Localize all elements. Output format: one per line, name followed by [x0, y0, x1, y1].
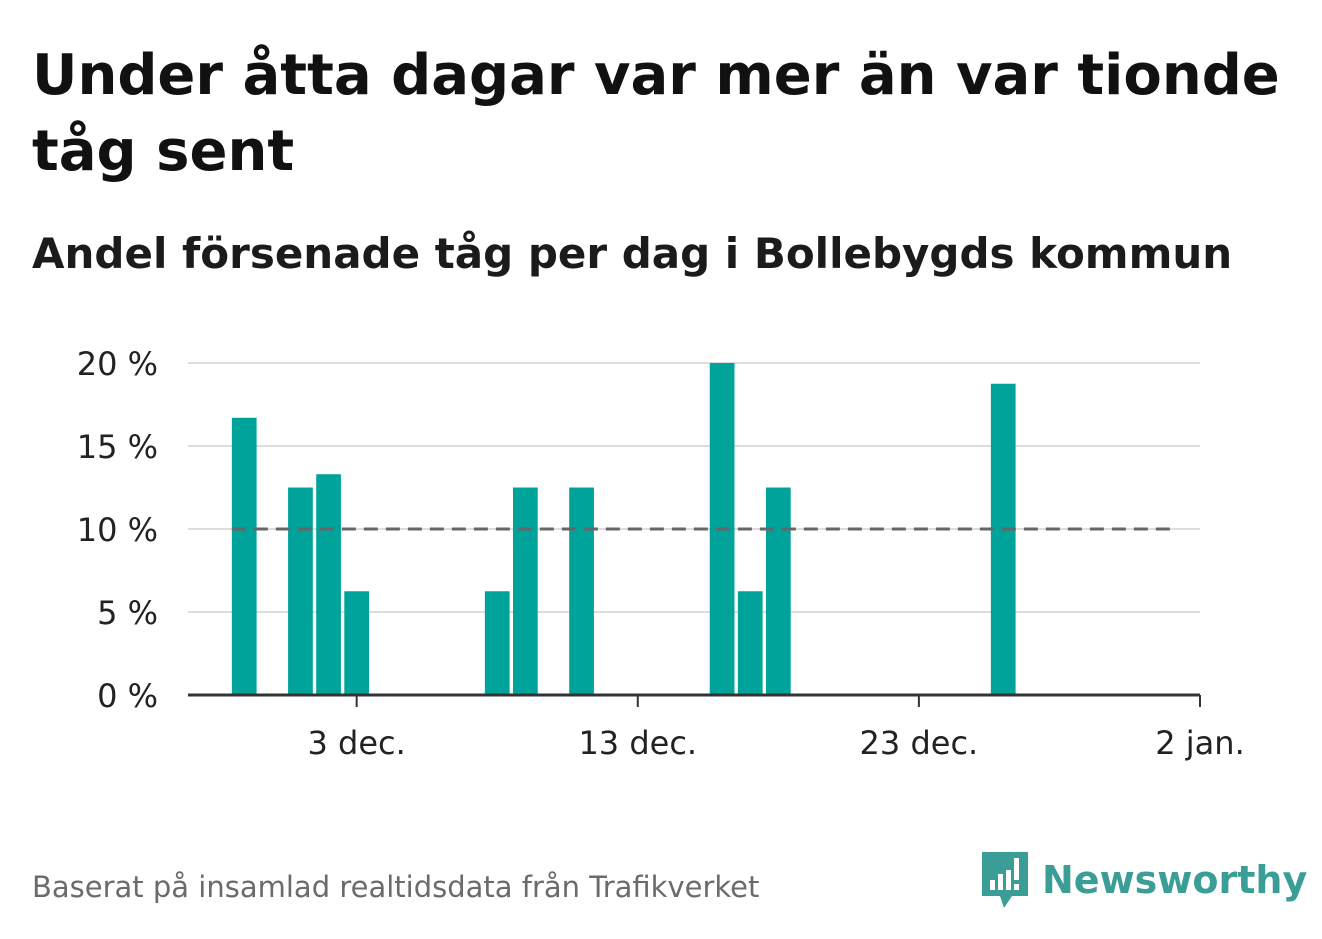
- bar: [569, 487, 594, 695]
- x-tick-label: 13 dec.: [578, 724, 697, 762]
- x-tick-label: 23 dec.: [860, 724, 979, 762]
- x-tick-label: 3 dec.: [308, 724, 406, 762]
- y-tick-label: 20 %: [77, 345, 158, 383]
- chart-subtitle: Andel försenade tåg per dag i Bollebygds…: [32, 229, 1233, 278]
- y-tick-label: 0 %: [97, 677, 158, 715]
- bar: [512, 487, 538, 695]
- y-tick-label: 15 %: [77, 428, 158, 466]
- y-tick-label: 5 %: [97, 594, 158, 632]
- bar: [990, 383, 1016, 695]
- bar: [316, 474, 341, 695]
- bar: [737, 591, 763, 695]
- y-tick-label: 10 %: [77, 511, 158, 549]
- bar: [231, 417, 257, 695]
- bar: [344, 591, 370, 695]
- bar: [765, 487, 791, 695]
- bar: [288, 487, 313, 695]
- x-tick-label: 2 jan.: [1155, 724, 1244, 762]
- brand-name: Newsworthy: [1042, 858, 1308, 902]
- chart-title: Under åtta dagar var mer än var tionde t…: [32, 43, 1280, 184]
- source-note: Baserat på insamlad realtidsdata från Tr…: [32, 870, 760, 904]
- bar: [484, 591, 510, 695]
- newsworthy-logo-icon: [982, 852, 1028, 908]
- brand-logo: Newsworthy: [980, 850, 1307, 910]
